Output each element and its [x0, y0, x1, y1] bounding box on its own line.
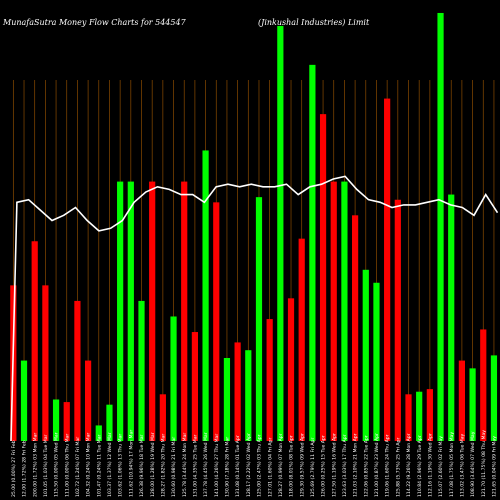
bar — [42, 285, 49, 441]
x-tick-label: 103.62 (1.06%) 13 Thu Mar — [118, 434, 124, 497]
bar — [159, 394, 166, 441]
bar — [469, 368, 476, 441]
bar — [426, 389, 433, 441]
bar — [74, 300, 81, 441]
chart-title-left: MunafaSutra Money Flow Charts for 544547 — [2, 18, 187, 27]
x-tick-label: 127.01 (1.60%) 04 Fri Apr — [267, 438, 273, 497]
x-tick-label: 110.84 (2.96%) 29 Tue Apr — [417, 435, 423, 497]
bar — [416, 391, 423, 441]
bar — [106, 404, 113, 441]
x-tick-label: 125.78 (3.44%) 24 Mon Mar — [182, 433, 188, 497]
bar — [330, 181, 337, 441]
x-tick-label: 25.00 (0.00%) 27 Fri Feb — [11, 440, 17, 497]
bar — [85, 360, 92, 441]
x-tick-label: 111.00 (0.00%) 06 Thu Mar — [64, 434, 70, 497]
bar — [223, 357, 231, 441]
bar — [95, 425, 102, 441]
bar — [127, 181, 134, 441]
bar — [170, 316, 177, 441]
x-tick-label: 102.72 (1.24%) 07 Fri Mar — [75, 437, 81, 497]
bar — [405, 394, 412, 441]
bar — [373, 282, 380, 441]
bar — [480, 329, 487, 441]
x-tick-label: 108.90 (3.64%) 07 Wed May — [470, 431, 476, 497]
bar — [138, 300, 145, 441]
x-tick-label: 128.00 (1.28%) 19 Wed Mar — [150, 432, 156, 497]
bar — [437, 12, 444, 442]
bar — [362, 269, 369, 441]
x-tick-label: 104.32 (0.24%) 10 Mon Mar — [86, 433, 92, 497]
bar — [287, 298, 295, 441]
x-tick-label: 131.08 (0.14%) 01 Tue Apr — [235, 435, 241, 497]
x-tick-label: 122.06 (0.85%) 22 Tue Apr — [363, 435, 369, 497]
x-tick-label: 130.90 (7.18%) 28 Fri Mar — [225, 437, 231, 497]
bar — [213, 202, 220, 441]
x-tick-label: 131.00 (4.35%) 25 Tue Mar — [193, 434, 199, 497]
price-line — [10, 175, 499, 442]
bar — [384, 98, 391, 441]
x-tick-label: 115.50 (0.00%) 05 Wed Mar — [54, 432, 60, 497]
x-tick-label: 117.08 (1.75%) 05 Mon May — [449, 432, 455, 497]
bar — [202, 150, 209, 442]
x-tick-label: 12.00 (1.72%) 28 Fri Feb — [22, 440, 28, 497]
x-tick-label: 125.88 (5.73%) 25 Fri Apr — [395, 438, 401, 497]
x-tick-label: 128.17 (2.22%) 02 Wed Apr — [246, 433, 252, 497]
bar — [490, 355, 498, 441]
x-tick-label: 113.02 (3.47%) 06 Tue May — [460, 433, 466, 497]
x-tick-label: 115.07 (2.60%) 02 Fri May — [438, 436, 444, 497]
bar — [266, 319, 273, 441]
bar — [181, 181, 188, 441]
x-tick-label: 128.27 (1.82%) 20 Thu Mar — [160, 434, 166, 497]
x-tick-label: 101.47 (0.24%) 11 Tue Mar — [96, 434, 102, 497]
bar — [352, 215, 359, 441]
x-tick-label: 119.06 (1.60%) 24 Thu Apr — [385, 434, 391, 497]
x-tick-label: 121.03 (2.10%) 21 Mon Apr — [353, 433, 359, 497]
bar — [31, 241, 38, 441]
bar — [298, 238, 305, 441]
bar — [20, 360, 28, 441]
bar — [255, 197, 263, 441]
bar — [394, 199, 401, 441]
x-tick-label: 121.70 (11.75%) 08 Thu May — [481, 430, 487, 497]
bar — [319, 114, 327, 441]
x-axis-ticks: 25.00 (0.00%) 27 Fri Feb 12.00 (1.72%) 28… — [11, 430, 498, 497]
bar — [234, 342, 241, 441]
bar-series — [10, 12, 498, 442]
x-tick-label: 125.69 (2.79%) 11 Fri Apr — [310, 438, 316, 497]
x-tick-label: 101.05 (1.03%) 04 Tue Mar — [43, 434, 49, 497]
x-tick-label: 130.60 (0.98%) 21 Fri Mar — [171, 437, 177, 497]
bar — [117, 181, 124, 441]
x-tick-label: 112.16 (1.19%) 30 Wed Apr — [427, 433, 433, 497]
bar — [448, 194, 455, 441]
x-tick-label: 125.00 (2.47%) 03 Thu Apr — [257, 434, 263, 497]
x-tick-label: 121.00 (0.87%) 23 Wed Apr — [374, 433, 380, 497]
x-tick-label: 103.37 (1.37%) 12 Wed Mar — [107, 432, 113, 497]
bar — [63, 402, 70, 441]
bar — [149, 181, 156, 441]
x-tick-label: 118.00 (8.01%) 08 Tue Apr — [289, 435, 295, 497]
bar — [245, 350, 252, 441]
x-tick-label: 126.38 (9.96%) 18 Tue Mar — [139, 434, 145, 497]
bar — [191, 332, 198, 441]
bar — [458, 360, 465, 441]
x-tick-label: 128.27 (0.99%) 07 Mon Apr — [278, 433, 284, 497]
x-tick-label: 114.22 (9.26%) 28 Mon Apr — [406, 433, 412, 497]
bar — [309, 64, 316, 442]
x-tick-label: 126.00 (0.25%) 15 Tue Apr — [321, 435, 327, 497]
x-tick-label: 141.00 (4.26%) 27 Thu Mar — [214, 434, 220, 497]
x-tick-label: 111.62 (10.94%) 17 Mon Mar — [128, 430, 134, 497]
x-tick-label: 137.78 (4.45%) 26 Wed Mar — [203, 432, 209, 497]
x-tick-label: 129.30 (9.57%) 09 Wed Apr — [299, 433, 305, 497]
chart-title-right: (Jinkushal Industries) Limit — [258, 18, 370, 27]
x-tick-label: 200.00 (1.72%) 03 Mon Mar — [32, 433, 38, 497]
bar — [52, 399, 60, 441]
x-tick-label: 121.65 (0.04%) 09 Fri May — [492, 436, 498, 497]
x-tick-label: 123.63 (3.03%) 17 Thu Apr — [342, 434, 348, 497]
bar — [341, 181, 348, 441]
bar — [277, 25, 284, 442]
x-tick-label: 127.50 (1.19%) 16 Wed Apr — [331, 433, 337, 497]
